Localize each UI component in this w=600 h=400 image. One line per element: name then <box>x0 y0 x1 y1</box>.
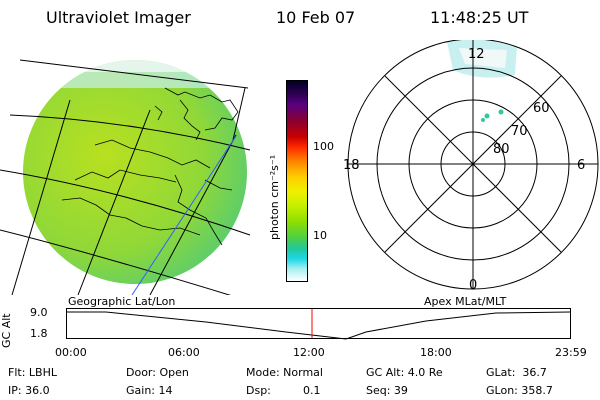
x-tick-1800: 18:00 <box>420 346 452 359</box>
gain-info: Gain: 14 <box>126 384 173 397</box>
x-tick-0600: 06:00 <box>168 346 200 359</box>
mlt-label-0: 0 <box>469 278 477 293</box>
meridian-line <box>131 135 237 295</box>
mlt-label-18: 18 <box>343 158 360 173</box>
seq-info: Seq: 39 <box>366 384 408 397</box>
filter-info: Flt: LBHL <box>8 366 57 379</box>
glat-info: GLat: 36.7 <box>486 366 547 379</box>
dsp-label: Dsp: <box>246 384 271 397</box>
y-tick-1-8: 1.8 <box>30 327 48 340</box>
altitude-curve <box>66 311 571 340</box>
mlat-label-80: 80 <box>493 142 510 157</box>
gc-alt-info: GC Alt: 4.0 Re <box>366 366 443 379</box>
colorbar-tick-100: 100 <box>313 140 334 153</box>
dsp-value: 0.1 <box>303 384 321 397</box>
colorbar-unit-label: photon cm⁻²s⁻¹ <box>268 154 281 240</box>
altitude-timeline <box>66 308 571 340</box>
gc-alt-axis-label: GC Alt <box>0 313 13 348</box>
x-tick-0000: 00:00 <box>55 346 87 359</box>
door-info: Door: Open <box>126 366 189 379</box>
mlat-label-60: 60 <box>533 101 550 116</box>
image-date: 10 Feb 07 <box>276 8 356 27</box>
polar-plot: 12 18 6 0 60 70 80 <box>343 40 599 293</box>
color-scale-bar <box>286 80 308 282</box>
instrument-title: Ultraviolet Imager <box>46 8 191 27</box>
x-tick-2359: 23:59 <box>555 346 587 359</box>
mlat-label-70: 70 <box>511 124 528 139</box>
mlt-label-12: 12 <box>468 47 485 62</box>
mlt-label-6: 6 <box>577 158 585 173</box>
ip-info: IP: 36.0 <box>8 384 50 397</box>
geographic-latlon-label: Geographic Lat/Lon <box>68 295 176 308</box>
apex-mlat-mlt-label: Apex MLat/MLT <box>424 295 507 308</box>
geographic-image <box>0 59 251 295</box>
image-time: 11:48:25 UT <box>430 8 529 27</box>
polar-grid <box>347 40 599 290</box>
x-tick-1200: 12:00 <box>293 346 325 359</box>
colorbar-tick-10: 10 <box>313 229 327 242</box>
lat-lon-grid <box>0 59 251 295</box>
mode-info: Mode: Normal <box>246 366 323 379</box>
y-tick-9: 9.0 <box>30 306 48 319</box>
uv-emission-disk <box>23 60 247 284</box>
glon-info: GLon: 358.7 <box>486 384 553 397</box>
coastlines <box>61 87 239 246</box>
